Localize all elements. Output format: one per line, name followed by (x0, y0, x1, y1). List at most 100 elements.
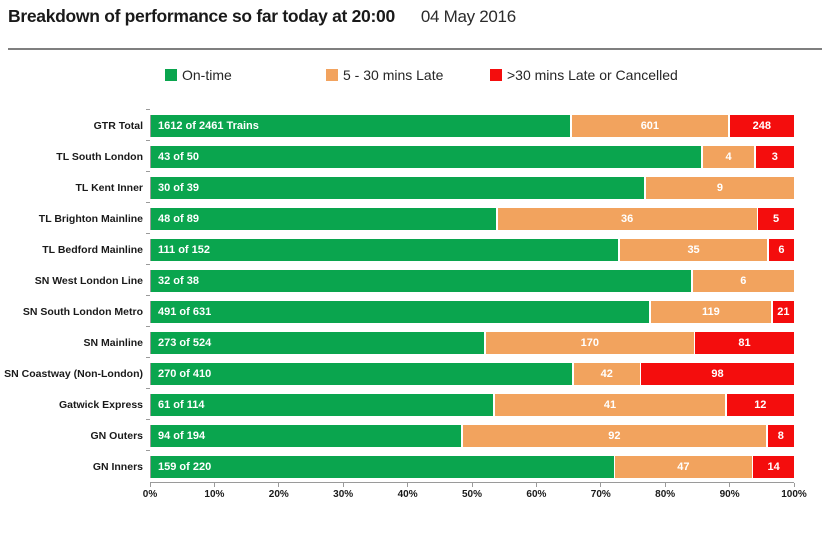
very-late-segment: 8 (767, 424, 794, 447)
header: Breakdown of performance so far today at… (0, 0, 830, 27)
on-time-segment: 32 of 38 (151, 269, 692, 292)
stacked-bar-chart: GTR Total 1612 of 2461 Trains 601 248 TL Sou… (0, 109, 830, 503)
bar-track: 159 of 220 47 14 (146, 450, 794, 478)
chart-rows: GTR Total 1612 of 2461 Trains 601 248 TL Sou… (0, 109, 795, 482)
chart-row: TL Kent Inner 30 of 39 9 (0, 171, 794, 203)
bar-track: 48 of 89 36 5 (146, 202, 794, 230)
bar-track: 1612 of 2461 Trains 601 248 (146, 109, 794, 137)
late-segment: 42 (573, 362, 640, 385)
chart-row: GN Inners 159 of 220 47 14 (0, 450, 794, 482)
late-segment: 41 (494, 393, 726, 416)
category-label: TL Kent Inner (75, 181, 143, 194)
late-swatch-icon (326, 69, 338, 81)
legend-label: On-time (182, 67, 232, 83)
very-late-segment: 3 (755, 145, 794, 168)
x-axis-tick-label: 40% (397, 489, 418, 500)
chart-row: SN South London Metro 491 of 631 119 21 (0, 295, 795, 327)
late-segment: 36 (497, 207, 757, 230)
category-label: TL Brighton Mainline (38, 212, 143, 225)
on-time-segment: 30 of 39 (151, 176, 645, 199)
x-axis-tick (149, 483, 151, 487)
on-time-swatch-icon (165, 69, 177, 81)
category-label: Gatwick Express (58, 398, 143, 411)
late-segment: 92 (462, 424, 767, 447)
chart-row: SN West London Line 32 of 38 6 (0, 264, 794, 296)
late-segment: 35 (619, 238, 768, 261)
bar-track: 43 of 50 4 3 (146, 140, 794, 168)
x-axis-line (149, 482, 795, 487)
chart-row: SN Mainline 273 of 524 170 81 (0, 326, 794, 358)
very-late-segment: 98 (641, 362, 794, 385)
x-axis-tick-label: 10% (204, 489, 225, 500)
on-time-segment: 270 of 410 (151, 362, 573, 385)
x-axis-tick-label: 20% (268, 489, 289, 500)
x-axis-tick-label: 100% (781, 489, 807, 500)
chart-row: SN Coastway (Non-London) 270 of 410 42 98 (0, 357, 794, 389)
x-axis-tick (535, 483, 537, 487)
bar-track: 111 of 152 35 6 (146, 233, 794, 261)
x-axis-tick (407, 483, 409, 487)
on-time-segment: 273 of 524 (151, 331, 485, 354)
late-segment: 601 (571, 114, 729, 137)
category-label: SN Coastway (Non-London) (4, 367, 143, 380)
legend-item-late: 5 - 30 mins Late (326, 67, 490, 83)
category-label: TL Bedford Mainline (42, 243, 143, 256)
x-axis-tick-label: 50% (461, 489, 483, 500)
legend-label: 5 - 30 mins Late (343, 67, 444, 83)
very-late-segment: 12 (726, 393, 794, 416)
very-late-segment: 5 (758, 207, 794, 230)
chart-row: GTR Total 1612 of 2461 Trains 601 248 (0, 109, 794, 141)
x-axis-tick (664, 483, 666, 487)
category-label: SN South London Metro (22, 305, 143, 318)
category-label: GN Inners (92, 460, 143, 473)
late-segment: 4 (702, 145, 755, 168)
chart-row: TL Bedford Mainline 111 of 152 35 6 (0, 233, 794, 265)
legend-item-very-late: >30 mins Late or Cancelled (490, 67, 678, 83)
x-axis-tick (793, 483, 795, 487)
x-axis-tick (600, 483, 602, 487)
x-axis-tick (471, 483, 473, 487)
chart-row: GN Outers 94 of 194 92 8 (0, 419, 794, 451)
x-axis-tick-label: 70% (590, 489, 611, 500)
chart-row: TL Brighton Mainline 48 of 89 36 5 (0, 202, 794, 234)
late-segment: 9 (645, 176, 794, 199)
bar-track: 94 of 194 92 8 (146, 419, 794, 447)
late-segment: 119 (650, 300, 772, 323)
header-divider (8, 48, 822, 50)
late-segment: 6 (692, 269, 794, 292)
on-time-segment: 48 of 89 (151, 207, 497, 230)
very-late-segment: 248 (729, 114, 794, 137)
late-segment: 170 (485, 331, 694, 354)
category-label: TL South London (56, 150, 143, 163)
late-segment: 47 (615, 455, 752, 478)
x-axis-tick-label: 90% (719, 489, 740, 500)
bar-track: 61 of 114 41 12 (146, 388, 794, 416)
x-axis-tick (342, 483, 344, 487)
on-time-segment: 111 of 152 (151, 238, 619, 261)
x-axis-tick (213, 483, 215, 487)
page-title: Breakdown of performance so far today at… (8, 6, 395, 26)
very-late-segment: 14 (753, 455, 794, 478)
chart-row: Gatwick Express 61 of 114 41 12 (0, 388, 794, 420)
on-time-segment: 159 of 220 (151, 455, 614, 478)
x-axis-tick (278, 483, 280, 487)
very-late-segment: 81 (695, 331, 794, 354)
bar-track: 270 of 410 42 98 (146, 357, 794, 385)
chart-row: TL South London 43 of 50 4 3 (0, 140, 794, 172)
on-time-segment: 43 of 50 (151, 145, 702, 168)
bar-track: 32 of 38 6 (146, 264, 794, 292)
bar-track: 273 of 524 170 81 (146, 326, 794, 354)
x-axis-tick-label: 80% (655, 489, 676, 500)
category-label: GTR Total (93, 119, 143, 132)
legend-label: >30 mins Late or Cancelled (507, 67, 678, 83)
report-date: 04 May 2016 (420, 7, 516, 26)
very-late-segment: 21 (772, 300, 795, 323)
very-late-swatch-icon (490, 69, 502, 81)
on-time-segment: 61 of 114 (151, 393, 494, 416)
category-label: SN West London Line (34, 274, 143, 287)
x-axis-tick (729, 483, 731, 487)
bar-track: 491 of 631 119 21 (146, 295, 795, 323)
bar-track: 30 of 39 9 (146, 171, 794, 199)
category-label: GN Outers (90, 429, 143, 442)
